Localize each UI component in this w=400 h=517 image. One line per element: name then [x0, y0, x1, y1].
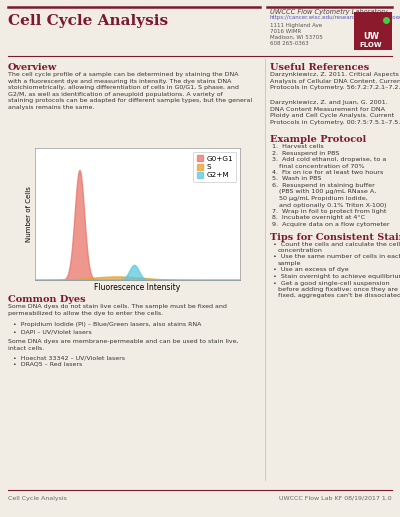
Text: sample: sample [278, 261, 302, 266]
Text: 8.  Incubate overnight at 4°C: 8. Incubate overnight at 4°C [272, 216, 365, 220]
Text: concentration: concentration [278, 248, 323, 253]
Text: UW: UW [363, 32, 379, 41]
Text: 7.  Wrap in foil to protect from light: 7. Wrap in foil to protect from light [272, 209, 386, 214]
Legend: G0+G1, S, G2+M: G0+G1, S, G2+M [193, 151, 236, 182]
Text: •  Count the cells and calculate the cell: • Count the cells and calculate the cell [273, 241, 400, 247]
Text: Example Protocol: Example Protocol [270, 135, 366, 144]
Text: 50 μg/mL Propidium Iodide,: 50 μg/mL Propidium Iodide, [279, 196, 368, 201]
Text: 5.  Wash in PBS: 5. Wash in PBS [272, 176, 321, 181]
Text: Tips for Consistent Staining: Tips for Consistent Staining [270, 233, 400, 241]
Text: Madison, WI 53705: Madison, WI 53705 [270, 35, 323, 40]
Text: 4.  Fix on ice for at least two hours: 4. Fix on ice for at least two hours [272, 170, 383, 175]
Text: final concentration of 70%: final concentration of 70% [279, 163, 364, 169]
Text: The cell cycle profile of a sample can be determined by staining the DNA
with a : The cell cycle profile of a sample can b… [8, 72, 252, 110]
Text: •  Stain overnight to achieve equilibrium: • Stain overnight to achieve equilibrium [273, 274, 400, 279]
Text: before adding fixative; once they are: before adding fixative; once they are [278, 287, 398, 292]
Text: (PBS with 100 μg/mL RNase A,: (PBS with 100 μg/mL RNase A, [279, 190, 376, 194]
Text: 6.  Resuspend in staining buffer: 6. Resuspend in staining buffer [272, 183, 375, 188]
Y-axis label: Number of Cells: Number of Cells [26, 186, 32, 242]
Text: 1111 Highland Ave: 1111 Highland Ave [270, 23, 322, 28]
Text: •  Hoechst 33342 – UV/Violet lasers: • Hoechst 33342 – UV/Violet lasers [13, 355, 125, 360]
Text: Cell Cycle Analysis: Cell Cycle Analysis [8, 14, 168, 28]
Text: Common Dyes: Common Dyes [8, 295, 86, 304]
Text: 3.  Add cold ethanol, dropwise, to a: 3. Add cold ethanol, dropwise, to a [272, 157, 386, 162]
Text: UWCCC Flow Cytometry Laboratory: UWCCC Flow Cytometry Laboratory [270, 9, 388, 15]
Text: 2.  Resuspend in PBS: 2. Resuspend in PBS [272, 150, 339, 156]
Text: 1.  Harvest cells: 1. Harvest cells [272, 144, 324, 149]
Text: https://cancer.wisc.edu/research/resources/flow/: https://cancer.wisc.edu/research/resourc… [270, 15, 400, 20]
Text: and optionally 0.1% Triton X-100): and optionally 0.1% Triton X-100) [279, 203, 386, 207]
Bar [354, 12, 392, 50]
Text: Useful References: Useful References [270, 63, 369, 72]
Text: Some DNA dyes do not stain live cells. The sample must be fixed and
permeabilize: Some DNA dyes do not stain live cells. T… [8, 304, 227, 315]
Text: Darzynkiewicz, Z. and Juan, G. 2001.
DNA Content Measurement for DNA
Ploidy and : Darzynkiewicz, Z. and Juan, G. 2001. DNA… [270, 100, 400, 125]
X-axis label: Fluorescence Intensity: Fluorescence Intensity [94, 283, 181, 292]
Text: •  Use the same number of cells in each: • Use the same number of cells in each [273, 254, 400, 260]
Text: 9.  Acquire data on a flow cytometer: 9. Acquire data on a flow cytometer [272, 222, 390, 227]
Text: •  Propidium Iodide (PI) – Blue/Green lasers, also stains RNA: • Propidium Iodide (PI) – Blue/Green las… [13, 322, 201, 327]
Text: 7016 WIMR: 7016 WIMR [270, 29, 301, 34]
Text: 608 265-0363: 608 265-0363 [270, 41, 309, 46]
Text: UWCCC Flow Lab KF 08/19/2017 1.0: UWCCC Flow Lab KF 08/19/2017 1.0 [279, 496, 392, 501]
Text: Some DNA dyes are membrane-permeable and can be used to stain live,
intact cells: Some DNA dyes are membrane-permeable and… [8, 339, 238, 351]
Text: Overview: Overview [8, 63, 57, 72]
Text: •  DRAQ5 – Red lasers: • DRAQ5 – Red lasers [13, 362, 82, 367]
Text: Cell Cycle Analysis: Cell Cycle Analysis [8, 496, 67, 501]
Text: Darzynkiewicz, Z. 2011. Critical Aspects in
Analysis of Cellular DNA Content. Cu: Darzynkiewicz, Z. 2011. Critical Aspects… [270, 72, 400, 90]
Text: •  Get a good single-cell suspension: • Get a good single-cell suspension [273, 281, 390, 285]
Text: fixed, aggregates can't be dissociated: fixed, aggregates can't be dissociated [278, 294, 400, 298]
Text: FLOW: FLOW [360, 42, 382, 48]
Text: •  Use an excess of dye: • Use an excess of dye [273, 267, 349, 272]
Text: •  DAPI – UV/Violet lasers: • DAPI – UV/Violet lasers [13, 329, 92, 334]
